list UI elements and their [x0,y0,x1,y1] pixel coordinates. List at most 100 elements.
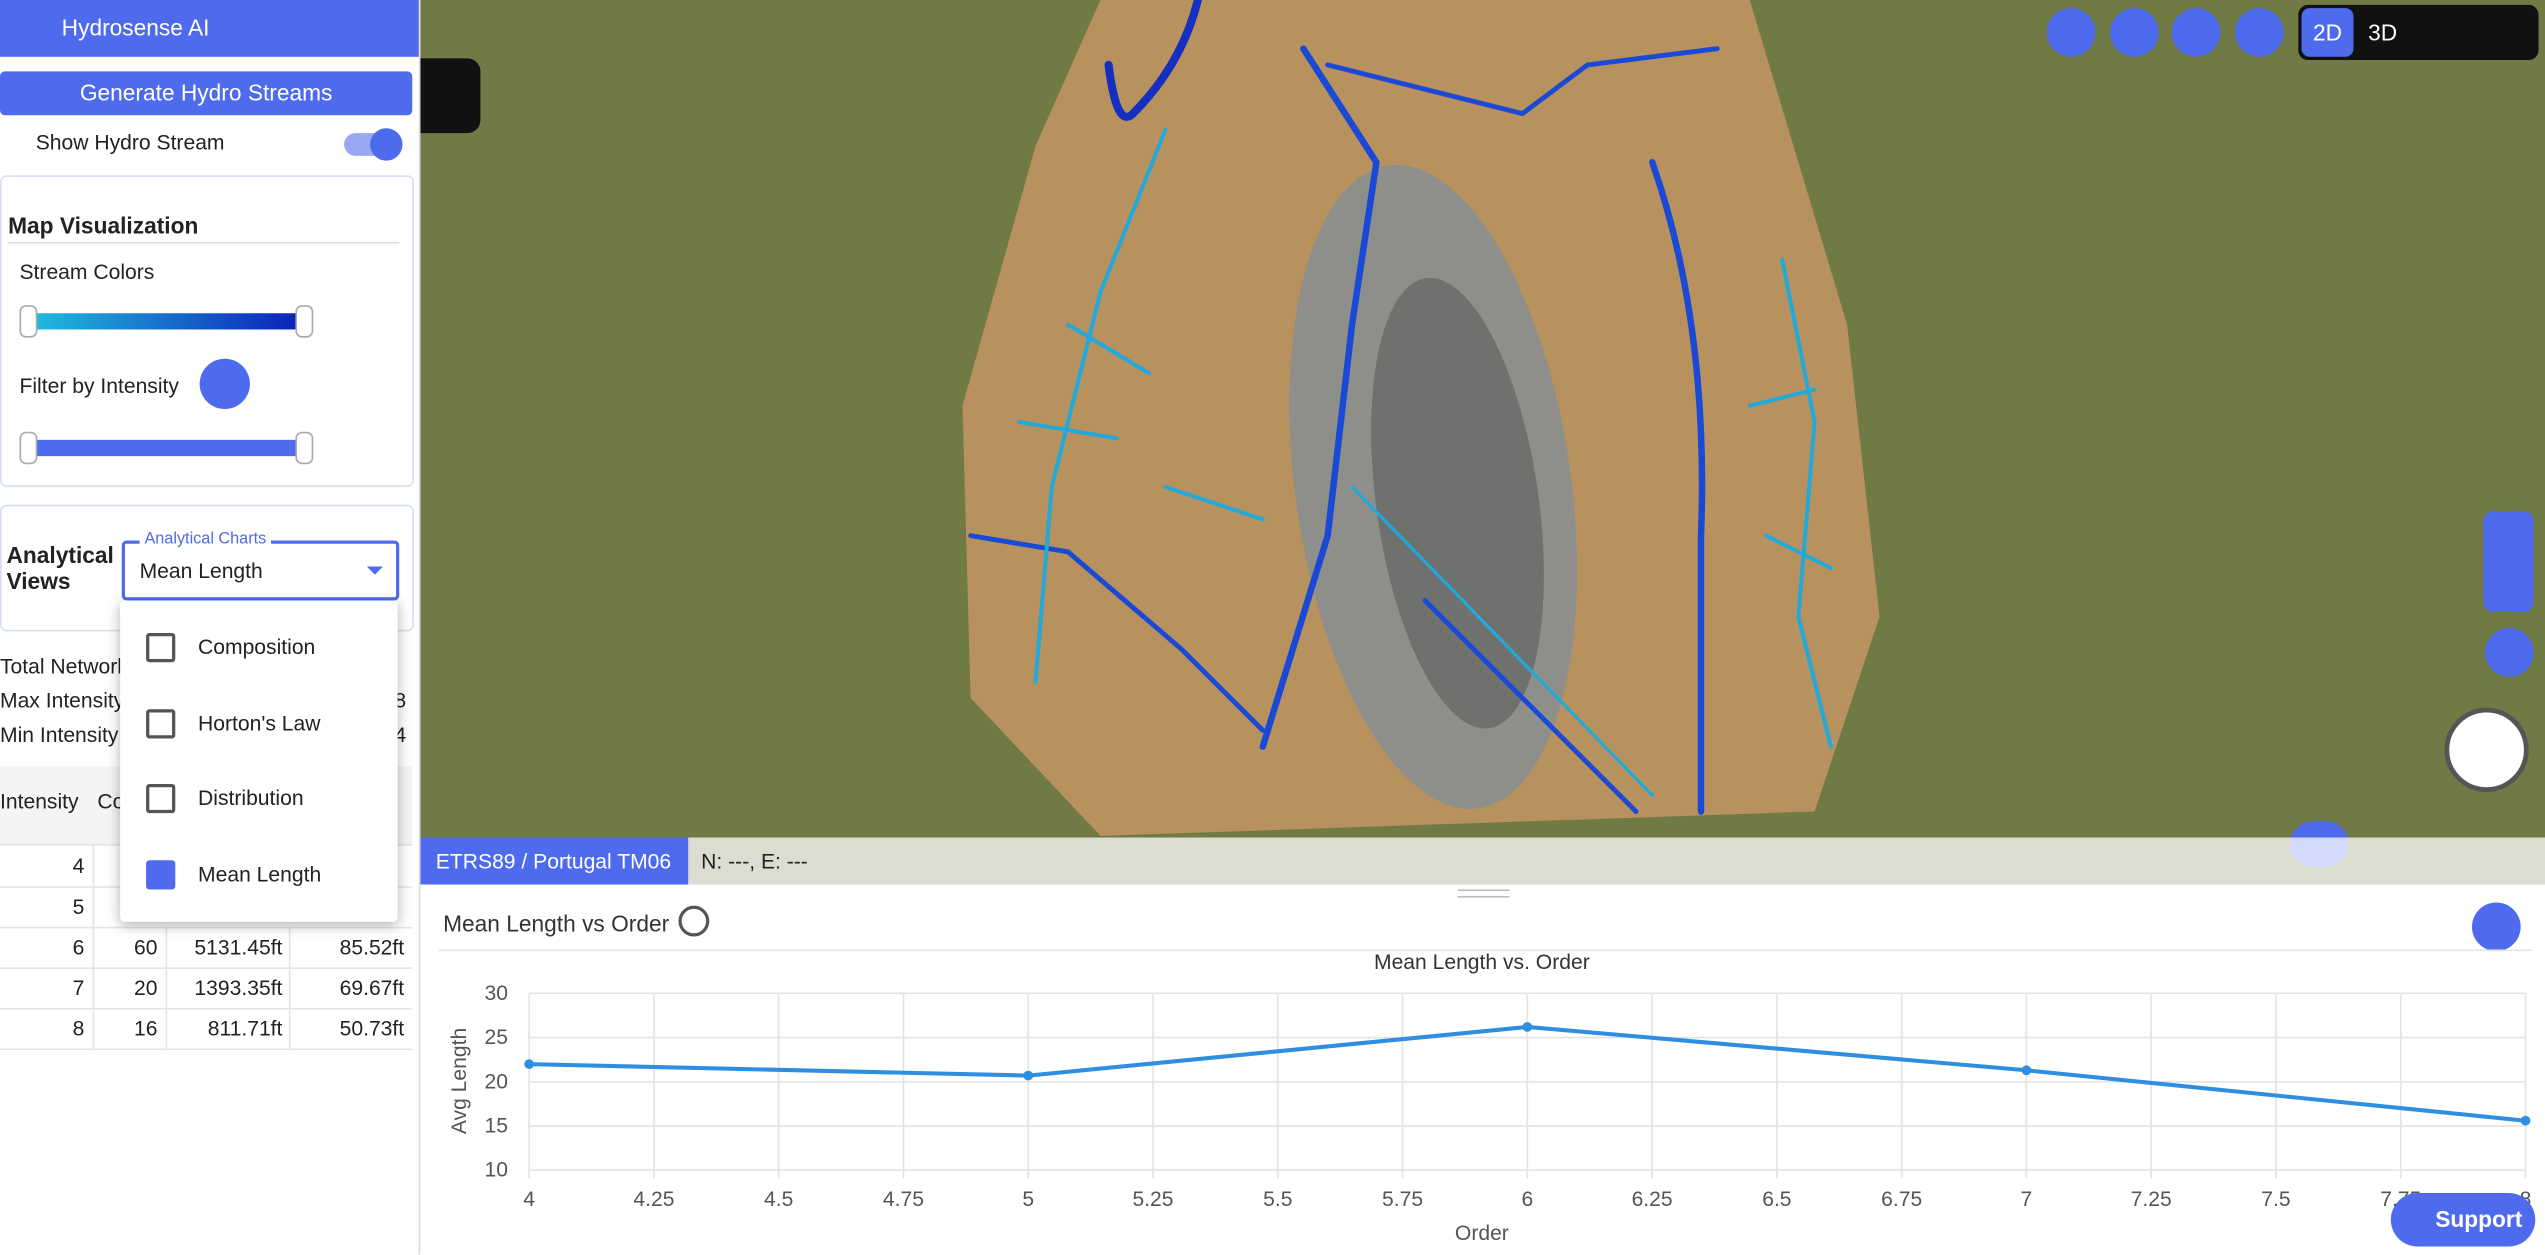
checkbox [146,708,176,738]
chart-select[interactable]: Mean Length [121,540,400,601]
toggle[interactable] [344,128,403,161]
compare-button[interactable] [2234,8,2284,57]
intensity-slider[interactable] [24,439,304,457]
select-value: Mean Length [139,558,263,583]
table-cell: 5131.45ft [194,934,283,960]
option-label: Composition [198,634,316,659]
table-cell: 16 [133,1016,158,1041]
collapse-button[interactable] [418,58,481,134]
map-visualization-panel: Map Visualization Stream Colors Filter b… [0,175,414,487]
point [2021,1065,2032,1076]
x-tick-label: 4.5 [764,1188,793,1211]
y-tick-label: 20 [485,1070,508,1093]
y-tick-label: 30 [485,982,508,1005]
section-title: Map Visualization [8,212,199,239]
streams [968,0,1833,815]
table-cell: 69.67ft [339,975,405,1000]
y-tick-label: 15 [485,1115,508,1138]
option-label: Horton's Law [198,710,321,735]
pit-inner [1371,277,1544,729]
stat-value: 4 [394,722,407,747]
record-button[interactable] [2171,8,2221,57]
table-cell: 5 [72,894,85,919]
table-cell: 8 [72,1016,85,1041]
x-tick-label: 6.75 [1881,1188,1922,1211]
table-cell: 6 [72,934,85,960]
table-cell: 20 [133,975,158,1000]
slider-knob[interactable] [295,431,314,465]
select-arrow [366,566,384,575]
dropdown-option[interactable]: Distribution [120,761,398,836]
x-tick-label: 7.25 [2131,1188,2172,1211]
collapse-area [418,0,481,134]
y-axis-label: Avg Length [448,1028,471,1134]
screenshot-button[interactable] [2110,8,2159,57]
stat-label: Min Intensity [0,722,119,747]
app-title: Hydrosense AI [61,14,210,41]
slider-knob[interactable] [19,431,38,465]
point [1023,1070,1034,1081]
view-mode-group: 2D 3D [2298,4,2539,61]
close-button[interactable] [2471,902,2521,952]
col-divider [92,967,95,1008]
x-axis-label: Order [1455,1222,1509,1245]
table-row: 8 16 811.71ft 50.73ft [0,1007,413,1051]
slider-knob[interactable] [295,305,314,338]
coordinates: N: ---, E: --- [701,848,808,874]
crs-label: ETRS89 / Portugal TM06 [418,837,689,885]
info-icon[interactable] [678,905,710,937]
col-divider [92,886,95,927]
mode-2d[interactable]: 2D [2301,8,2354,57]
stat-value: 8 [394,688,407,713]
layers-button[interactable] [2046,8,2096,57]
table-cell: 7 [72,975,85,1000]
col-divider [288,1007,291,1049]
dropdown-option[interactable]: Mean Length [120,837,398,912]
mode-3d[interactable]: 3D [2368,19,2398,46]
toggle-label: Show Hydro Stream [35,129,225,155]
col-divider [92,1007,95,1049]
panel-title: Mean Length vs Order [443,910,670,937]
coord-bar: ETRS89 / Portugal TM06 N: ---, E: --- [418,837,2545,885]
table-cell: 811.71ft [207,1016,283,1041]
table-cell: 1393.35ft [194,975,283,1000]
col-divider [92,845,95,887]
stat-label: Max Intensity [0,688,125,713]
x-tick-label: 5 [1022,1188,1034,1211]
x-tick-label: 4.25 [633,1188,674,1211]
compass[interactable] [2444,707,2529,793]
option-label: Distribution [198,785,304,810]
x-tick-label: 5.5 [1263,1188,1292,1211]
chart-title: Mean Length vs. Order [1374,951,1590,974]
col-divider [165,926,168,968]
x-tick-label: 6.5 [1762,1188,1791,1211]
table-cell: 60 [133,934,158,960]
point [2520,1115,2531,1126]
y-tick-label: 10 [485,1159,508,1182]
slider-knob[interactable] [19,305,38,338]
zoom-control[interactable] [2483,511,2534,612]
color-slider[interactable] [24,313,304,330]
dropdown-option[interactable]: Composition [120,610,398,685]
support-button[interactable]: Support [2390,1192,2536,1247]
sidebar-header: Hydrosense AI [0,0,419,57]
checkbox [146,859,176,889]
dropdown-option[interactable]: Horton's Law [120,686,398,761]
x-tick-label: 4.75 [883,1188,924,1211]
col-divider [165,1007,168,1049]
x-tick-label: 5.25 [1132,1188,1173,1211]
x-tick-label: 7.5 [2261,1188,2290,1211]
sidebar: Hydrosense AI Generate Hydro Streams Sho… [0,0,421,1255]
resize-handle[interactable] [1457,889,1510,898]
north-button[interactable] [2484,628,2534,677]
filter-icon[interactable] [199,358,250,410]
toggle-knob [370,128,403,161]
select-label: Analytical Charts [139,530,272,549]
divider [8,241,400,244]
table-cell: 85.52ft [339,934,405,960]
generate-button[interactable]: Generate Hydro Streams [0,71,413,116]
table-cell: 50.73ft [339,1016,405,1041]
stream-colors-label: Stream Colors [19,259,155,285]
